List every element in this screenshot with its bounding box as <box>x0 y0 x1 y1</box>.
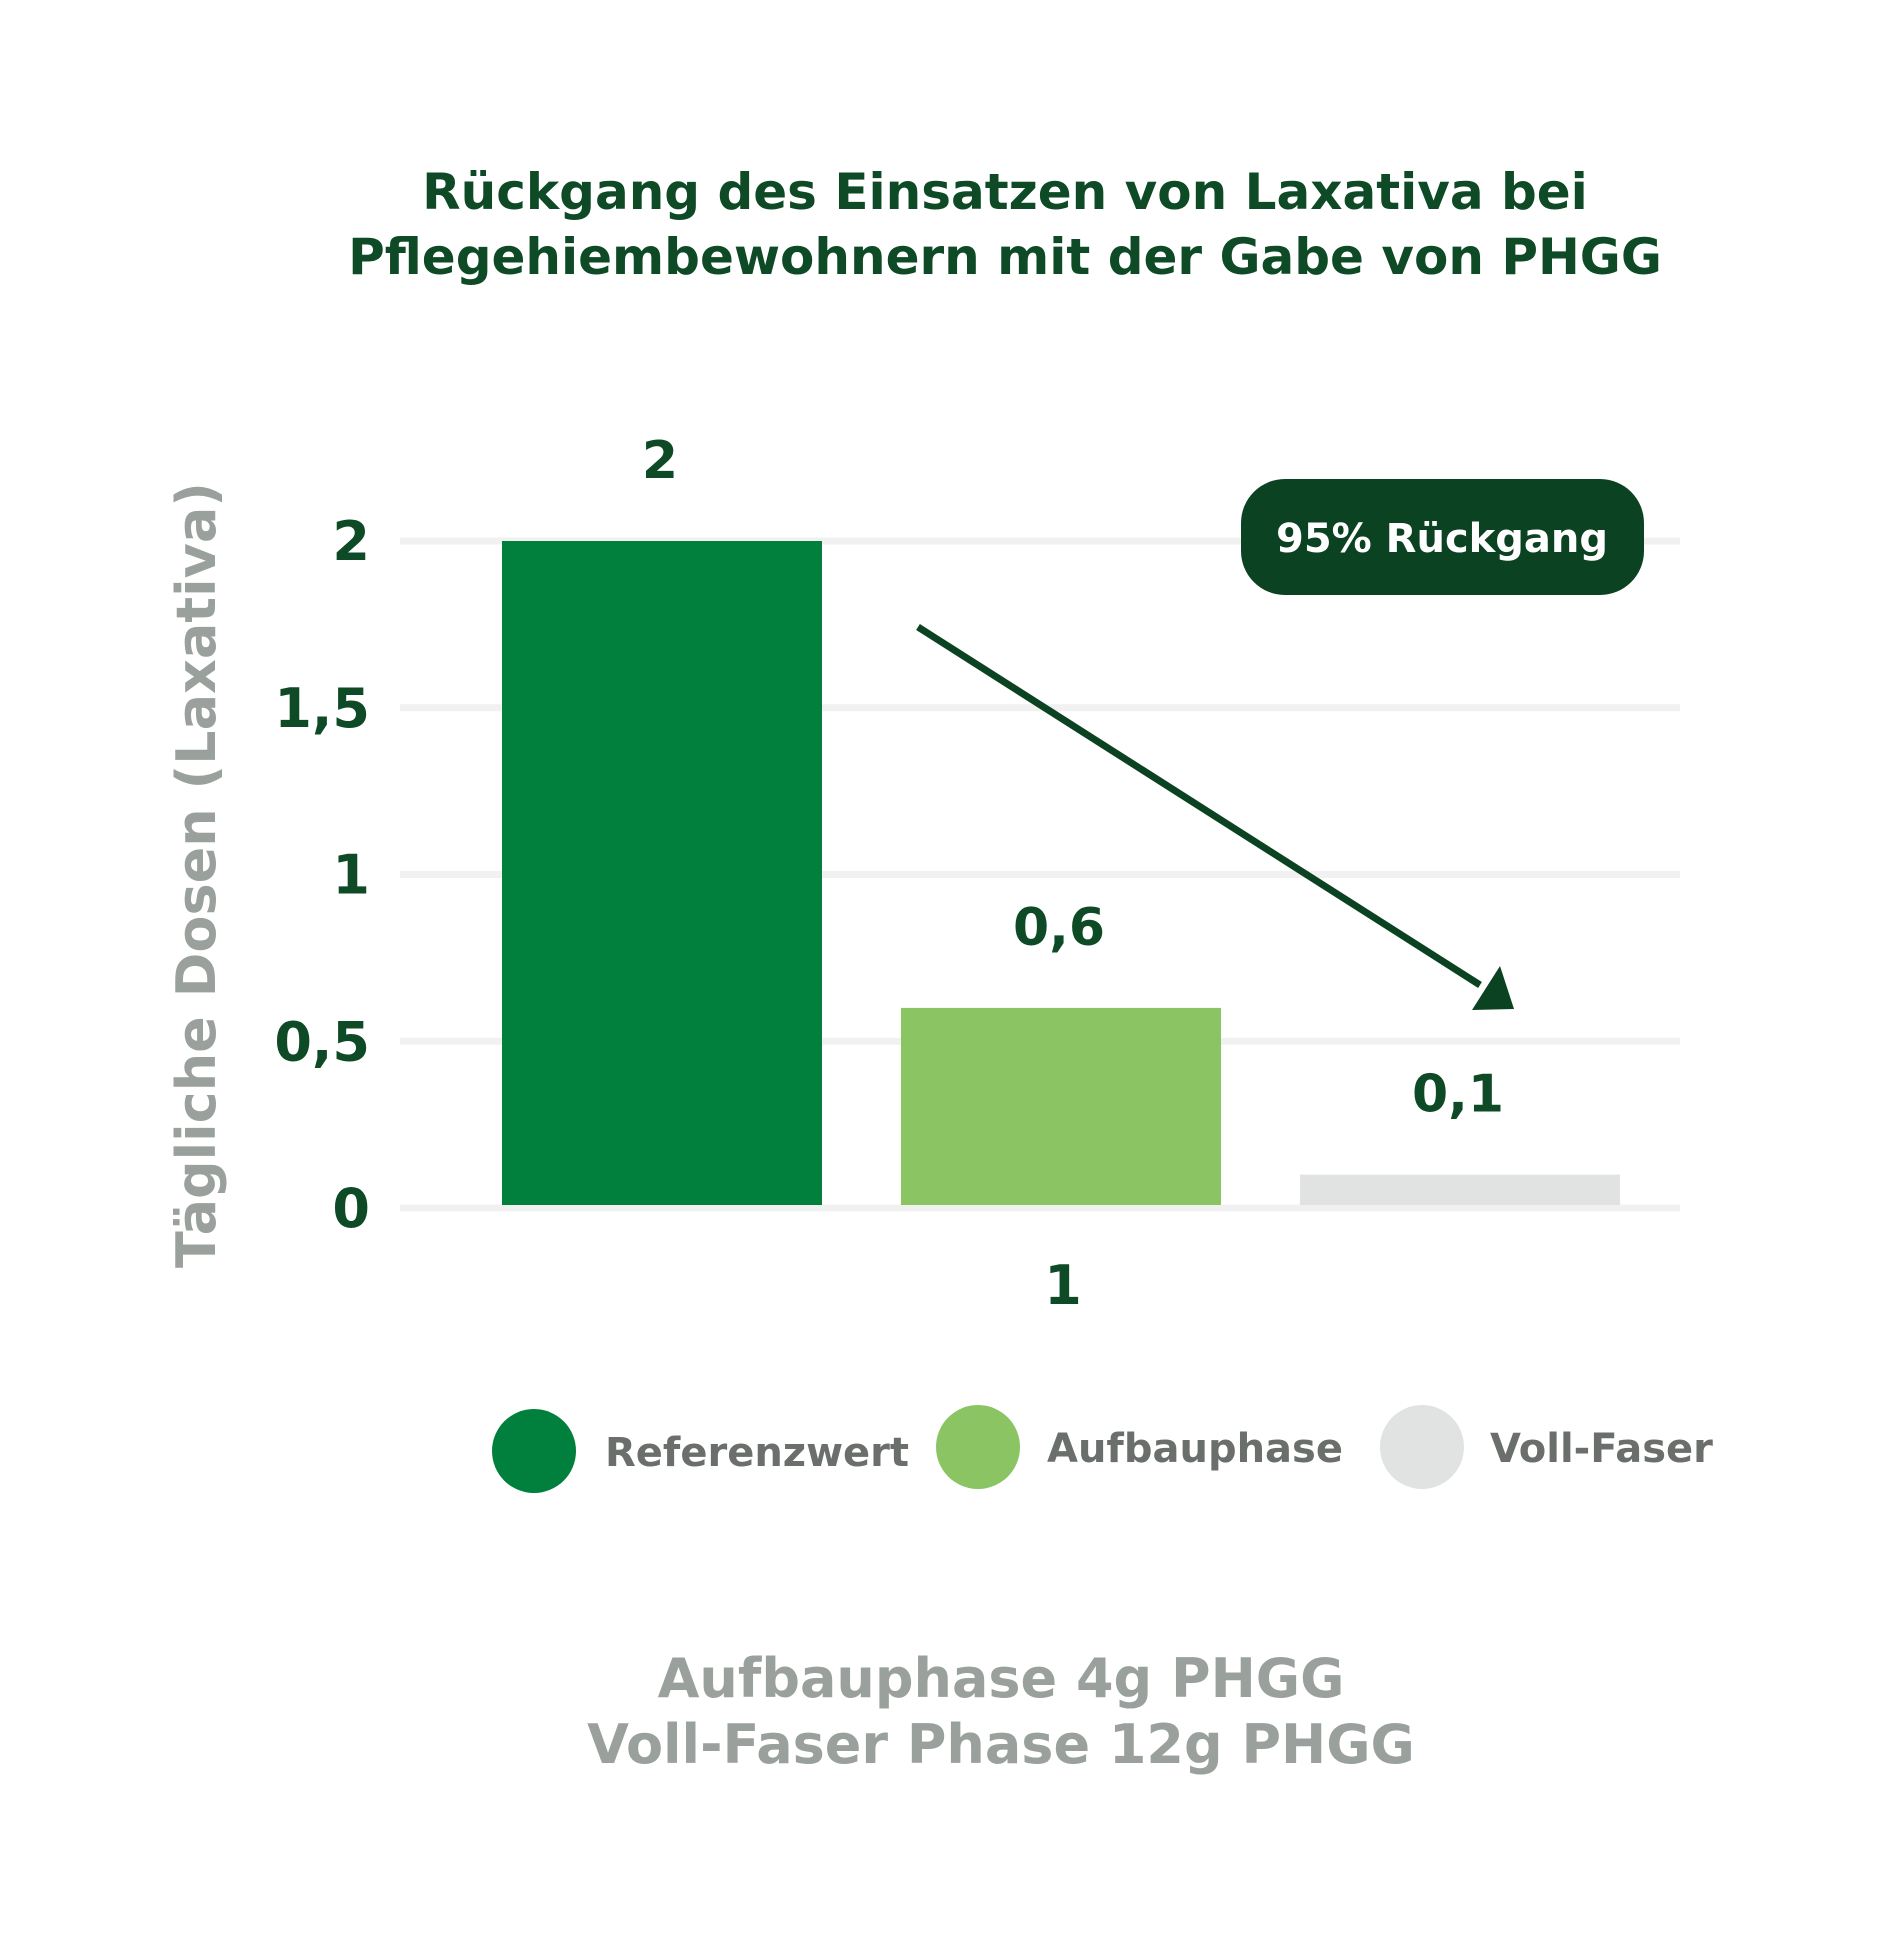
legend-swatch-referenzwert <box>492 1409 576 1493</box>
chart-title-line-1: Rückgang des Einsatzen von Laxativa bei <box>422 163 1588 221</box>
decline-arrow <box>916 624 1514 1010</box>
y-tick-label: 1,5 <box>274 677 370 740</box>
bar-voll-faser <box>1300 1174 1620 1205</box>
y-tick-label: 1 <box>332 844 370 907</box>
x-tick-label: 1 <box>1044 1254 1082 1317</box>
legend: Referenzwert Aufbauphase Voll-Faser <box>492 1405 1713 1493</box>
y-tick-label: 2 <box>332 510 370 573</box>
footnote-line-1: Aufbauphase 4g PHGG <box>658 1647 1345 1710</box>
legend-swatch-aufbauphase <box>936 1405 1020 1489</box>
bar-value-label-referenzwert: 2 <box>642 431 678 491</box>
legend-label-voll-faser: Voll-Faser <box>1490 1426 1713 1472</box>
legend-item-referenzwert: Referenzwert <box>492 1409 909 1493</box>
bar-referenzwert <box>502 541 822 1205</box>
decline-badge-background <box>1241 479 1644 595</box>
decline-badge: 95% Rückgang <box>1241 479 1644 595</box>
bar-aufbauphase <box>901 1007 1221 1205</box>
arrow-head-icon <box>1472 966 1514 1010</box>
bar-value-labels: 2 0,6 0,1 <box>642 431 1504 1125</box>
legend-item-aufbauphase: Aufbauphase <box>936 1405 1343 1489</box>
legend-label-referenzwert: Referenzwert <box>605 1430 909 1476</box>
bar-value-label-voll-faser: 0,1 <box>1412 1065 1504 1125</box>
legend-item-voll-faser: Voll-Faser <box>1380 1405 1713 1489</box>
bar-value-label-aufbauphase: 0,6 <box>1013 898 1105 958</box>
decline-badge-text: 95% Rückgang <box>1276 516 1608 562</box>
y-tick-labels: 0 0,5 1 1,5 2 <box>274 510 370 1240</box>
legend-label-aufbauphase: Aufbauphase <box>1047 1426 1343 1472</box>
y-tick-label: 0,5 <box>274 1010 370 1073</box>
legend-swatch-voll-faser <box>1380 1405 1464 1489</box>
bars <box>502 541 1620 1205</box>
chart-title-line-2: Pflegehiembewohnern mit der Gabe von PHG… <box>348 228 1662 286</box>
footnote-line-2: Voll-Faser Phase 12g PHGG <box>587 1713 1415 1776</box>
y-axis-label: Tägliche Dosen (Laxativa) <box>165 482 228 1268</box>
y-tick-label: 0 <box>332 1177 370 1240</box>
